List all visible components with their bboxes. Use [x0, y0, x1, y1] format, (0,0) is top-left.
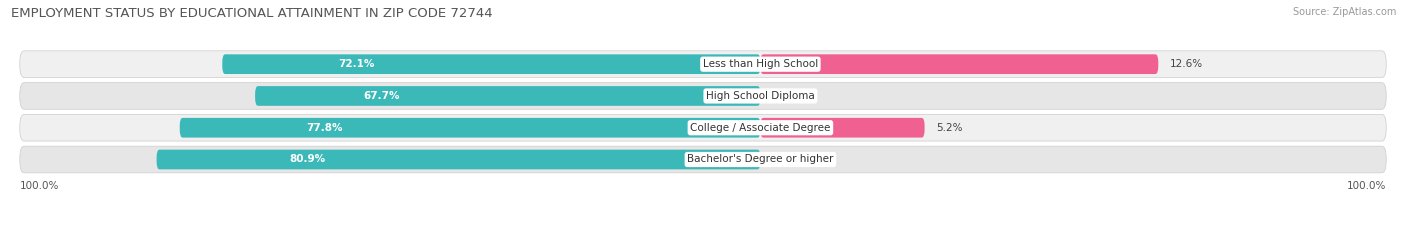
Text: Source: ZipAtlas.com: Source: ZipAtlas.com	[1292, 7, 1396, 17]
Text: 77.8%: 77.8%	[307, 123, 343, 133]
FancyBboxPatch shape	[761, 118, 925, 137]
Text: High School Diploma: High School Diploma	[706, 91, 815, 101]
FancyBboxPatch shape	[156, 150, 761, 169]
Text: 12.6%: 12.6%	[1170, 59, 1204, 69]
FancyBboxPatch shape	[761, 54, 1159, 74]
FancyBboxPatch shape	[20, 114, 1386, 141]
Text: 67.7%: 67.7%	[363, 91, 399, 101]
Text: 5.2%: 5.2%	[936, 123, 963, 133]
FancyBboxPatch shape	[222, 54, 761, 74]
Text: 100.0%: 100.0%	[1347, 181, 1386, 191]
FancyBboxPatch shape	[20, 146, 1386, 173]
FancyBboxPatch shape	[20, 51, 1386, 78]
Text: Bachelor's Degree or higher: Bachelor's Degree or higher	[688, 154, 834, 164]
Text: Less than High School: Less than High School	[703, 59, 818, 69]
Legend: In Labor Force, Unemployed: In Labor Force, Unemployed	[606, 231, 800, 233]
Text: 100.0%: 100.0%	[20, 181, 59, 191]
Text: 0.0%: 0.0%	[778, 154, 804, 164]
FancyBboxPatch shape	[254, 86, 761, 106]
Text: 72.1%: 72.1%	[339, 59, 375, 69]
Text: College / Associate Degree: College / Associate Degree	[690, 123, 831, 133]
Text: 80.9%: 80.9%	[290, 154, 326, 164]
Text: 0.0%: 0.0%	[778, 91, 804, 101]
FancyBboxPatch shape	[180, 118, 761, 137]
Text: EMPLOYMENT STATUS BY EDUCATIONAL ATTAINMENT IN ZIP CODE 72744: EMPLOYMENT STATUS BY EDUCATIONAL ATTAINM…	[11, 7, 494, 20]
FancyBboxPatch shape	[20, 83, 1386, 109]
